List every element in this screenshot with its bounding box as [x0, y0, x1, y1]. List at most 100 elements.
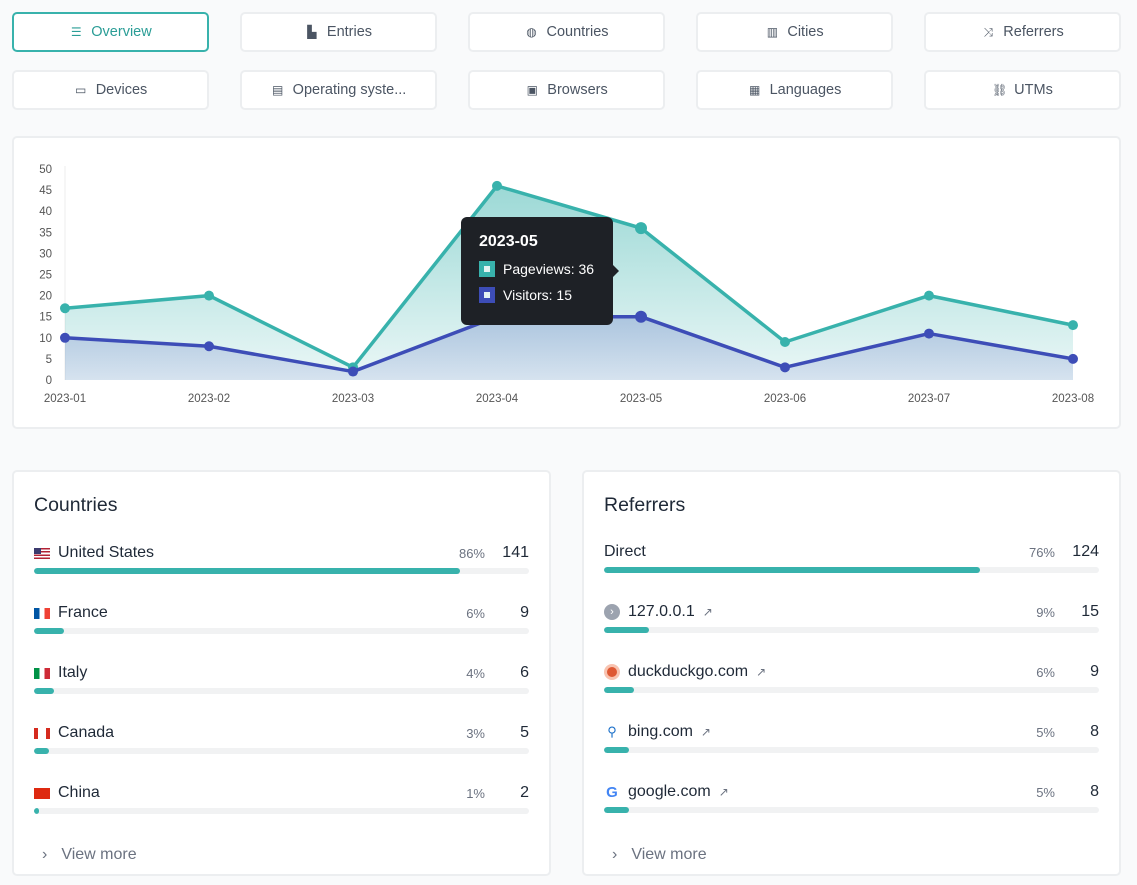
tab-entries[interactable]: ▙ Entries	[240, 12, 437, 52]
referrers-panel: Referrers › View more Direct 76% 124 › 127…	[582, 470, 1121, 876]
tab-overview[interactable]: ☰ Overview	[12, 12, 209, 52]
item-name: Italy	[58, 664, 88, 681]
external-link-icon[interactable]: ↗	[700, 725, 711, 739]
point-visitors	[635, 310, 647, 323]
tab-browsers[interactable]: ▣ Browsers	[468, 70, 665, 110]
tab-label: Overview	[91, 24, 152, 40]
item-percent: 1%	[466, 786, 485, 801]
progress-bar	[34, 748, 529, 754]
list-item[interactable]: › 127.0.0.1 ↗ 9% 15	[604, 603, 1099, 643]
y-tick-label: 35	[39, 227, 52, 239]
chevron-right-icon: ›	[612, 846, 618, 863]
tab-devices[interactable]: ▭ Devices	[12, 70, 209, 110]
point-visitors	[204, 341, 214, 352]
item-percent: 86%	[458, 546, 485, 561]
flag-cn-icon	[34, 787, 50, 799]
list-item[interactable]: ⚲ bing.com ↗ 5% 8	[604, 723, 1099, 763]
point-visitors	[60, 332, 70, 343]
tab-cities[interactable]: ▥ Cities	[696, 12, 893, 52]
point-pageviews	[204, 290, 214, 301]
progress-bar	[604, 687, 1099, 693]
y-tick-label: 5	[46, 354, 52, 366]
y-tick-label: 40	[39, 206, 52, 218]
item-percent: 3%	[466, 726, 485, 741]
google-icon: G	[606, 783, 618, 801]
external-link-icon[interactable]: ↗	[718, 785, 729, 799]
countries-panel: Countries › View more United States 86% 1…	[12, 470, 551, 876]
chart-tooltip: 2023-05 Pageviews: 36 Visitors: 15	[461, 217, 619, 325]
list-item[interactable]: duckduckgo.com ↗ 6% 9	[604, 663, 1099, 703]
y-tick-label: 10	[39, 333, 52, 345]
item-count: 5	[520, 724, 529, 741]
item-count: 6	[520, 664, 529, 681]
countries-title: Countries	[34, 494, 118, 516]
list-item[interactable]: Direct 76% 124	[604, 543, 1099, 583]
external-link-icon[interactable]: ↗	[702, 605, 713, 619]
countries-view-more[interactable]: › View more	[42, 846, 137, 864]
tab-operating-syste[interactable]: ▤ Operating syste...	[240, 70, 437, 110]
x-tick-label: 2023-02	[188, 393, 230, 405]
item-percent: 5%	[1036, 785, 1055, 800]
tab-label: Languages	[769, 82, 842, 98]
pageviews-swatch	[479, 261, 495, 277]
tab-label: Devices	[95, 82, 148, 98]
browser-icon: ▣	[526, 83, 538, 97]
list-item[interactable]: France 6% 9	[34, 604, 529, 644]
list-item[interactable]: China 1% 2	[34, 784, 529, 824]
progress-fill	[34, 808, 39, 814]
tab-countries[interactable]: ◍ Countries	[468, 12, 665, 52]
x-tick-label: 2023-05	[620, 393, 662, 405]
server-icon: ▤	[272, 83, 284, 97]
y-tick-label: 20	[39, 291, 52, 303]
y-tick-label: 50	[39, 164, 52, 176]
tab-label: Entries	[326, 24, 373, 40]
tab-utms[interactable]: ⛓ UTMs	[924, 70, 1121, 110]
y-tick-label: 0	[46, 375, 52, 387]
tab-label: Countries	[546, 24, 609, 40]
list-item[interactable]: Italy 4% 6	[34, 664, 529, 704]
tab-referrers[interactable]: ⤨ Referrers	[924, 12, 1121, 52]
language-icon: ▦	[748, 83, 761, 97]
progress-bar	[604, 747, 1099, 753]
shuffle-icon: ⤨	[983, 24, 994, 39]
x-tick-label: 2023-07	[908, 393, 950, 405]
progress-bar	[604, 627, 1099, 633]
list-item[interactable]: Canada 3% 5	[34, 724, 529, 764]
y-tick-label: 45	[39, 185, 52, 197]
item-percent: 4%	[466, 666, 485, 681]
point-visitors	[924, 328, 934, 339]
item-name: bing.com	[628, 723, 693, 740]
progress-bar	[34, 688, 529, 694]
point-pageviews	[492, 180, 502, 191]
point-visitors	[1068, 353, 1078, 364]
list-item[interactable]: United States 86% 141	[34, 544, 529, 584]
tab-label: Referrers	[1003, 24, 1064, 40]
y-tick-label: 25	[39, 270, 52, 282]
chevron-right-icon: ›	[42, 846, 48, 863]
point-pageviews	[635, 222, 647, 235]
item-name: google.com	[628, 783, 711, 800]
progress-fill	[604, 567, 981, 573]
duckduckgo-icon	[604, 664, 620, 680]
point-pageviews	[1068, 320, 1078, 331]
item-name: France	[58, 604, 108, 621]
flag-it-icon	[34, 667, 50, 679]
referrers-view-more[interactable]: › View more	[612, 846, 707, 864]
item-percent: 76%	[1028, 545, 1055, 560]
localhost-icon: ›	[604, 604, 620, 620]
progress-fill	[34, 688, 54, 694]
item-name: 127.0.0.1	[628, 603, 695, 620]
tab-languages[interactable]: ▦ Languages	[696, 70, 893, 110]
x-tick-label: 2023-04	[476, 393, 519, 405]
view-more-label: View more	[631, 846, 707, 863]
progress-fill	[604, 807, 629, 813]
progress-fill	[604, 627, 649, 633]
progress-fill	[34, 628, 64, 634]
x-tick-label: 2023-01	[44, 393, 86, 405]
item-count: 141	[502, 544, 529, 561]
point-pageviews	[924, 290, 934, 301]
x-tick-label: 2023-03	[332, 393, 374, 405]
external-link-icon[interactable]: ↗	[756, 665, 767, 679]
globe-icon: ◍	[526, 25, 537, 39]
